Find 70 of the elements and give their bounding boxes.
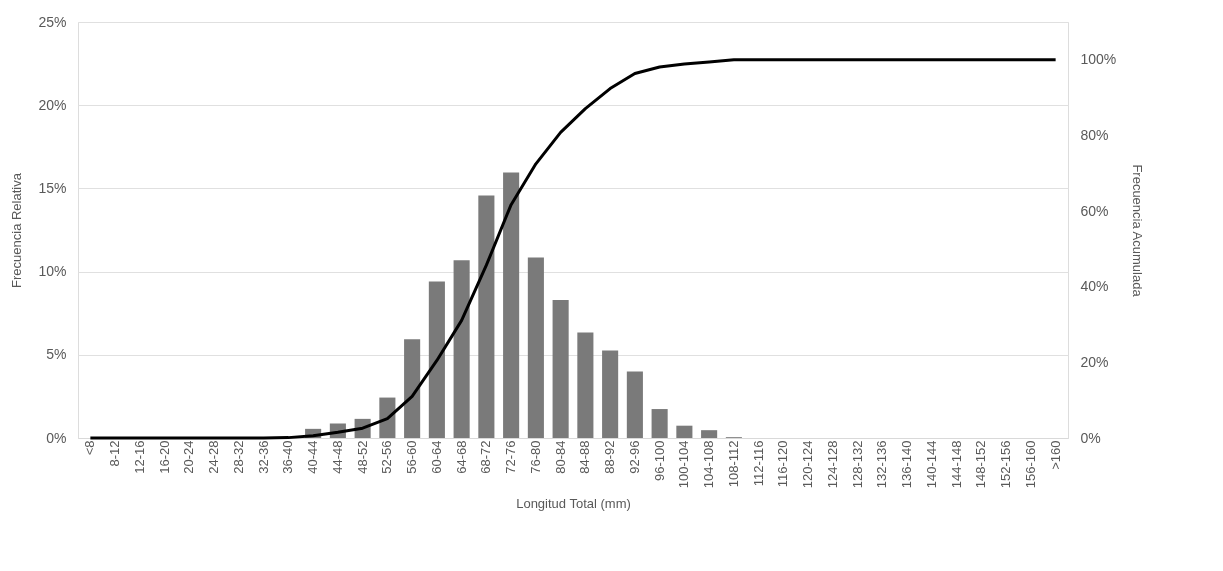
x-tick-label: 56-60 — [404, 440, 420, 474]
x-tick-label: 120-124 — [800, 440, 816, 489]
x-tick-label: 92-96 — [626, 440, 642, 474]
y2-axis-title: Frecuencia Acumulada — [1130, 164, 1146, 298]
x-tick-label: 40-44 — [305, 440, 321, 474]
x-tick-label: 28-32 — [230, 440, 246, 474]
x-tick-label: 20-24 — [181, 440, 197, 474]
x-tick-label: 156-160 — [1022, 440, 1038, 489]
y-tick-label: 25% — [38, 13, 67, 30]
bar — [527, 257, 544, 438]
x-tick-label: 60-64 — [428, 440, 444, 474]
x-tick-label: 124-128 — [824, 440, 840, 489]
x-tick-label: <8 — [82, 440, 98, 456]
x-tick-label: 76-80 — [527, 440, 543, 474]
x-tick-label: 16-20 — [156, 440, 172, 474]
bar — [577, 332, 594, 438]
x-tick-label: 104-108 — [701, 440, 717, 489]
x-tick-label: 136-140 — [899, 440, 915, 489]
x-tick-label: 144-148 — [948, 440, 964, 489]
y2-tick-label: 60% — [1080, 202, 1109, 219]
x-tick-label: 100-104 — [676, 440, 692, 489]
y-tick-label: 10% — [38, 263, 67, 280]
x-tick-label: 80-84 — [552, 440, 568, 474]
x-tick-label: 32-36 — [255, 440, 271, 474]
line-series — [88, 58, 1058, 440]
x-tick-label: 64-68 — [453, 440, 469, 474]
bar — [626, 371, 643, 438]
x-tick-label: 152-156 — [998, 440, 1014, 489]
x-tick-label: 140-144 — [923, 440, 939, 489]
bar — [404, 339, 421, 438]
y2-tick-label: 40% — [1080, 278, 1109, 295]
bar — [676, 425, 693, 438]
y-tick-label: 5% — [46, 346, 67, 363]
bar — [478, 195, 495, 438]
x-tick-label: 72-76 — [503, 440, 519, 474]
x-tick-label: 44-48 — [329, 440, 345, 474]
x-tick-label: 108-112 — [725, 440, 741, 488]
x-tick-label: 48-52 — [354, 440, 370, 474]
y-tick-label: 0% — [46, 429, 67, 446]
x-tick-label: 24-28 — [206, 440, 222, 474]
x-tick-label: 128-132 — [849, 440, 865, 489]
bar — [552, 299, 569, 438]
y2-tick-label: 0% — [1080, 429, 1101, 446]
x-tick-label: 88-92 — [602, 440, 618, 474]
y-axis-title: Frecuencia Relativa — [9, 172, 25, 288]
bar — [701, 430, 718, 438]
x-tick-label: 52-56 — [379, 440, 395, 474]
x-axis-title: Longitud Total (mm) — [516, 496, 631, 512]
x-tick-label: 12-16 — [131, 440, 147, 474]
y2-tick-label: 80% — [1080, 126, 1109, 143]
x-tick-label: 96-100 — [651, 440, 667, 481]
bar — [379, 397, 396, 438]
x-tick-label: 148-152 — [973, 440, 989, 489]
bar — [428, 281, 445, 438]
x-tick-label: 132-136 — [874, 440, 890, 489]
bar — [453, 260, 470, 438]
y-tick-label: 15% — [38, 179, 67, 196]
y2-tick-label: 20% — [1080, 353, 1109, 370]
bar — [602, 350, 619, 438]
x-tick-label: 8-12 — [107, 440, 123, 467]
y2-tick-label: 100% — [1080, 51, 1117, 68]
x-tick-label: 68-72 — [478, 440, 494, 474]
x-tick-label: 84-88 — [577, 440, 593, 474]
x-tick-label: 112-116 — [750, 440, 766, 487]
x-tick-label: >160 — [1047, 440, 1063, 470]
x-tick-label: 36-40 — [280, 440, 296, 474]
bar — [503, 172, 520, 438]
bar — [651, 409, 668, 438]
x-tick-label: 116-120 — [775, 440, 791, 488]
y-tick-label: 20% — [38, 96, 67, 113]
